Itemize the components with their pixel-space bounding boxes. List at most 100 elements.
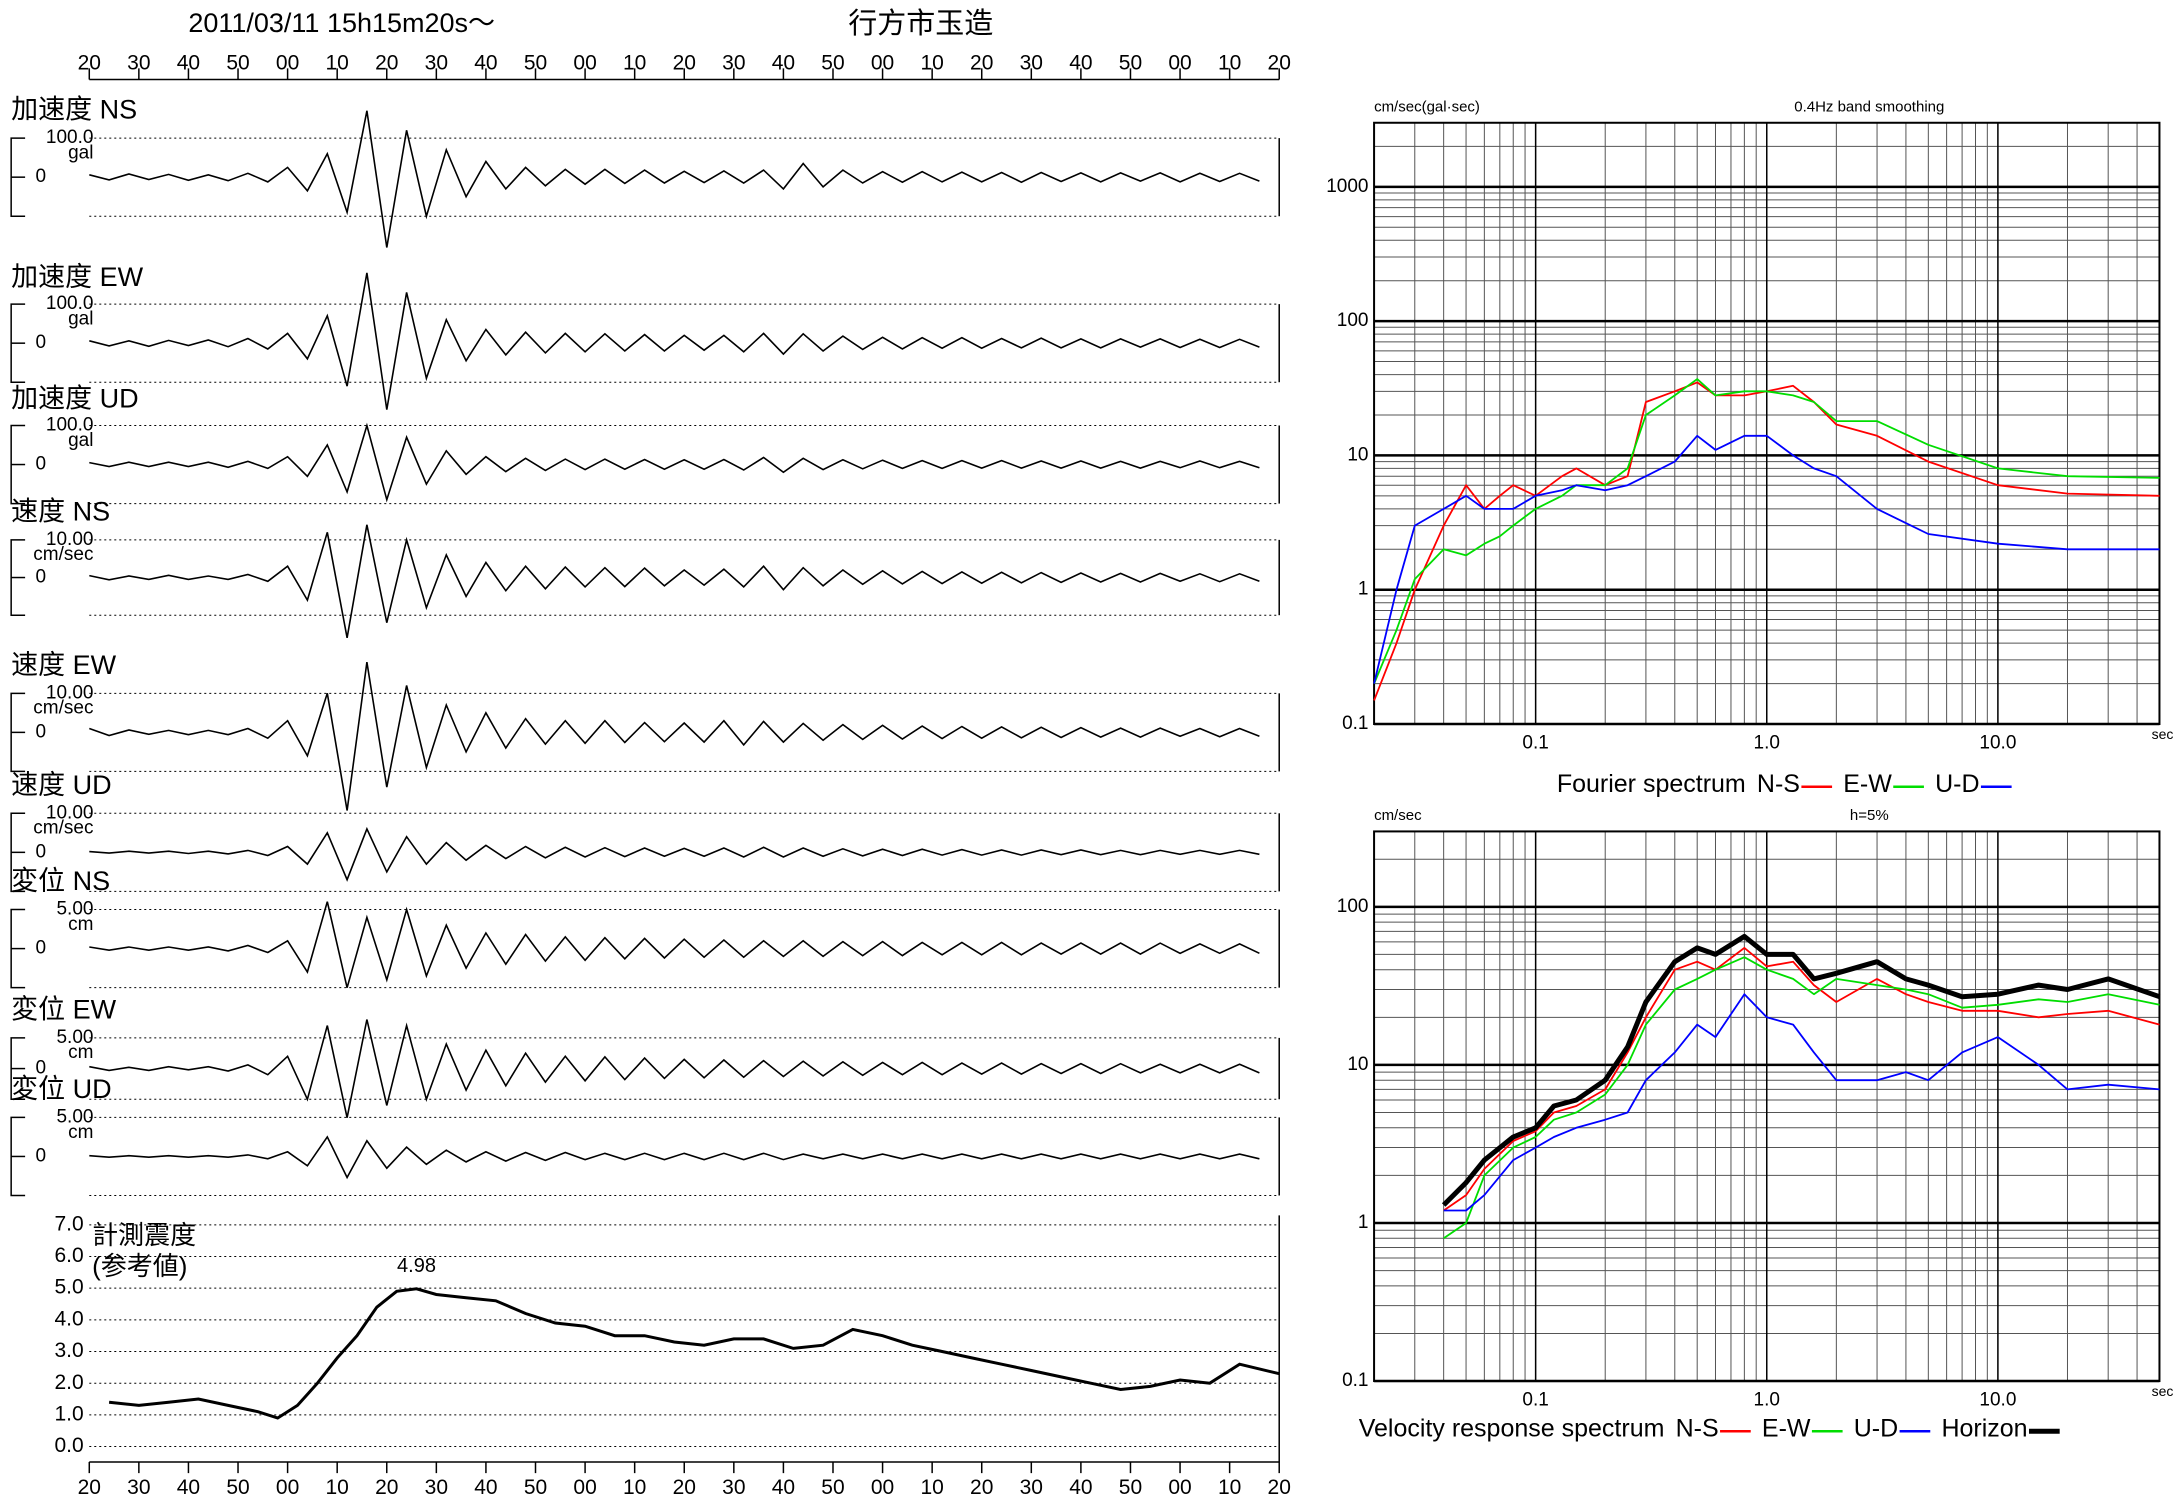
time-tick-label: 50	[1119, 1476, 1142, 1499]
y-tick-label: 1	[1358, 1212, 1369, 1233]
trace-name: 変位 EW	[11, 995, 117, 1025]
scale-label: 10.00	[46, 802, 94, 823]
time-tick-label: 10	[326, 52, 349, 75]
time-tick-label: 40	[1069, 52, 1092, 75]
waveform	[89, 1135, 1260, 1180]
scale-label: 10.00	[46, 529, 94, 550]
time-tick-label: 40	[1069, 1476, 1092, 1499]
scale-label: 5.00	[56, 1027, 93, 1048]
unit-label: cm	[68, 1042, 93, 1063]
scale-label: 100.0	[46, 127, 94, 148]
unit-label: cm	[68, 914, 93, 935]
waveform	[89, 826, 1260, 882]
time-tick-label: 00	[871, 1476, 894, 1499]
time-tick-label: 40	[772, 52, 795, 75]
annotation-title: 計測震度	[92, 1220, 196, 1250]
x-tick-label: 10.0	[1979, 733, 2016, 754]
spectrum-line	[1373, 381, 2160, 701]
zero-label: 0	[35, 721, 46, 742]
spectrum-line	[1441, 933, 2161, 1207]
zero-label: 0	[35, 1058, 46, 1079]
time-tick-label: 40	[772, 1476, 795, 1499]
chart-subtitle: 0.4Hz band smoothing	[1794, 98, 1944, 115]
time-tick-label: 40	[474, 52, 497, 75]
waveform	[89, 1019, 1260, 1118]
trace-name: 変位 UD	[11, 1074, 112, 1104]
time-tick-label: 30	[722, 1476, 745, 1499]
scale-label: 100.0	[46, 293, 94, 314]
trace-name: 速度 UD	[11, 770, 112, 800]
trace-name: 加速度 EW	[11, 262, 144, 292]
time-tick-label: 50	[226, 1476, 249, 1499]
x-tick-label: 10.0	[1979, 1390, 2016, 1411]
intensity-line	[108, 1287, 1280, 1420]
peak-label: 4.98	[397, 1255, 436, 1277]
unit-label: cm/sec	[33, 698, 93, 719]
time-tick-label: 20	[1268, 1476, 1291, 1499]
time-tick-label: 10	[920, 1476, 943, 1499]
unit-label: gal	[68, 430, 93, 451]
scale-label: 10.00	[46, 682, 94, 703]
zero-label: 0	[35, 166, 46, 187]
y-tick-label: 100	[1337, 896, 1369, 917]
time-tick-label: 50	[821, 1476, 844, 1499]
zero-label: 0	[35, 938, 46, 959]
waveform	[89, 422, 1260, 503]
y-axis-label: cm/sec	[1374, 807, 1422, 824]
y-tick-label: 0.1	[1342, 1370, 1368, 1391]
trace-name: 速度 EW	[11, 650, 117, 680]
x-tick-label: 0.1	[1522, 733, 1548, 754]
x-tick-label: 0.1	[1522, 1390, 1548, 1411]
time-tick-label: 50	[524, 1476, 547, 1499]
trace-name: 速度 NS	[11, 496, 110, 526]
x-tick-label: 1.0	[1754, 1390, 1780, 1411]
y-tick-label: 4.0	[54, 1307, 83, 1330]
time-tick-label: 10	[623, 52, 646, 75]
waveform	[89, 524, 1260, 638]
legend-label: E-W	[1762, 1414, 1811, 1442]
unit-label: cm	[68, 1122, 93, 1143]
time-tick-label: 30	[1020, 52, 1043, 75]
legend-label: N-S	[1676, 1414, 1719, 1442]
y-tick-label: 100	[1337, 310, 1369, 331]
x-axis-label: sec	[2152, 1383, 2174, 1399]
legend-label: N-S	[1757, 770, 1800, 798]
time-tick-label: 10	[1218, 1476, 1241, 1499]
time-tick-label: 00	[871, 52, 894, 75]
spectrum-line	[1443, 956, 2160, 1240]
time-tick-label: 30	[722, 52, 745, 75]
time-tick-label: 20	[673, 1476, 696, 1499]
scale-label: 100.0	[46, 414, 94, 435]
y-tick-label: 10	[1347, 1054, 1368, 1075]
time-tick-label: 00	[573, 52, 596, 75]
legend-label: U-D	[1854, 1414, 1898, 1442]
zero-label: 0	[35, 454, 46, 475]
legend-title: Velocity response spectrum	[1359, 1414, 1665, 1442]
y-tick-label: 10	[1347, 444, 1368, 465]
zero-label: 0	[35, 567, 46, 588]
time-tick-label: 00	[1168, 52, 1191, 75]
time-tick-label: 00	[276, 52, 299, 75]
time-tick-label: 30	[1020, 1476, 1043, 1499]
time-tick-label: 30	[127, 1476, 150, 1499]
time-tick-label: 20	[673, 52, 696, 75]
waveform	[89, 110, 1260, 248]
zero-label: 0	[35, 841, 46, 862]
y-tick-label: 3.0	[54, 1339, 83, 1362]
waveform	[89, 901, 1260, 988]
spectrum-line	[1443, 993, 2160, 1212]
chart-subtitle: h=5%	[1850, 807, 1889, 824]
time-tick-label: 40	[177, 52, 200, 75]
unit-label: gal	[68, 308, 93, 329]
time-tick-label: 00	[573, 1476, 596, 1499]
spectrum-line	[1373, 378, 2160, 684]
station-name: 行方市玉造	[848, 7, 993, 40]
time-tick-label: 20	[1268, 52, 1291, 75]
time-tick-label: 40	[474, 1476, 497, 1499]
y-tick-label: 0.0	[54, 1434, 83, 1457]
spectrum-line	[1443, 947, 2160, 1212]
zero-label: 0	[35, 1145, 46, 1166]
scale-label: 5.00	[56, 1106, 93, 1127]
unit-label: cm/sec	[33, 818, 93, 839]
